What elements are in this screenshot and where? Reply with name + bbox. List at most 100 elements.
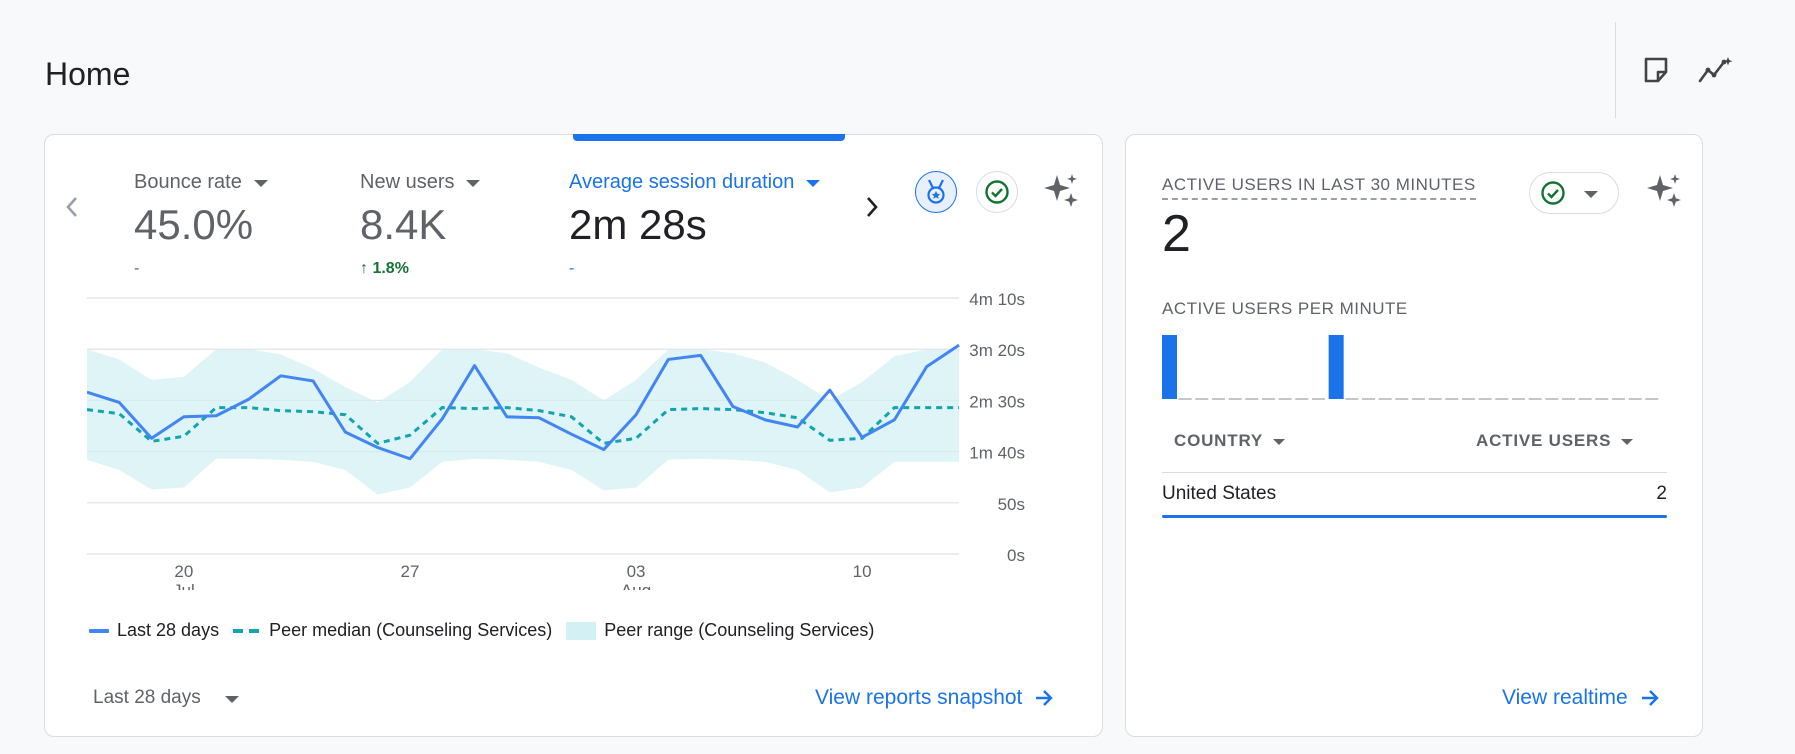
x-tick-sublabel: Aug: [621, 581, 651, 590]
minute-bar: [1328, 335, 1344, 399]
minute-bar: [1278, 398, 1292, 400]
minute-bar: [1545, 398, 1559, 400]
view-realtime-link[interactable]: View realtime: [1502, 686, 1660, 710]
data-quality-dropdown[interactable]: [1529, 172, 1619, 214]
chevron-down-icon: [1273, 439, 1286, 445]
overview-card: Bounce rate 45.0% - New users 8.4K ↑ 1.8…: [44, 134, 1103, 737]
realtime-title[interactable]: ACTIVE USERS IN LAST 30 MINUTES: [1162, 175, 1476, 200]
metric-avg-session-duration[interactable]: Average session duration 2m 28s -: [569, 171, 821, 278]
minute-bar: [1162, 335, 1177, 399]
session-duration-chart: 4m 10s 3m 20s 2m 30s 1m 40s 50s 0s 20Jul 27 03Au…: [87, 290, 1025, 590]
page-title: Home: [45, 56, 131, 92]
x-tick-sublabel: Jul: [173, 581, 195, 590]
realtime-card: ACTIVE USERS IN LAST 30 MINUTES 2 ACTIVE…: [1125, 134, 1703, 737]
sparkle-icon[interactable]: [1041, 171, 1081, 216]
active-users-column-header[interactable]: ACTIVE USERS: [1476, 431, 1634, 451]
realtime-value: 2: [1162, 205, 1191, 263]
x-tick-label: 27: [401, 562, 420, 581]
minute-bar: [1478, 398, 1492, 400]
x-tick-label: 20: [174, 562, 193, 581]
chart-legend: Last 28 days Peer median (Counseling Ser…: [89, 620, 888, 641]
y-tick-label: 3m 20s: [969, 341, 1025, 360]
minute-bar: [1462, 398, 1475, 400]
minute-bar: [1562, 398, 1575, 400]
sparkle-icon[interactable]: [1644, 171, 1684, 216]
minute-bar: [1295, 398, 1309, 400]
minute-bar: [1345, 398, 1359, 400]
legend-dashed-swatch: [233, 628, 260, 633]
x-tick-label: 03: [627, 562, 646, 581]
data-quality-button[interactable]: [976, 171, 1018, 213]
minute-bar: [1195, 398, 1209, 400]
minute-bar: [1595, 398, 1609, 400]
view-reports-snapshot-link[interactable]: View reports snapshot: [815, 686, 1054, 710]
metric-bounce-rate[interactable]: Bounce rate 45.0% -: [134, 171, 268, 278]
minute-bar: [1578, 398, 1592, 400]
y-tick-label: 2m 30s: [969, 392, 1025, 411]
legend-line-swatch: [89, 628, 109, 633]
country-cell: United States: [1162, 483, 1277, 504]
minute-bar: [1612, 398, 1625, 400]
minute-bar: [1645, 398, 1659, 400]
minute-bar: [1512, 398, 1525, 400]
minute-bar: [1212, 398, 1225, 400]
header-divider: [1615, 22, 1616, 118]
minute-bar: [1378, 398, 1392, 400]
last-28-days-line: [87, 343, 960, 461]
next-metrics-button[interactable]: [859, 191, 885, 223]
minute-bar: [1245, 398, 1259, 400]
table-row[interactable]: United States 2: [1162, 483, 1667, 505]
legend-range-swatch: [566, 621, 597, 640]
chevron-down-icon: [224, 695, 239, 703]
chevron-down-icon: [1584, 190, 1598, 198]
minute-bar: [1628, 398, 1642, 400]
metric-value: 8.4K: [360, 201, 447, 248]
minute-bar: [1428, 398, 1442, 400]
metric-new-users[interactable]: New users 8.4K ↑ 1.8%: [360, 171, 481, 278]
metric-label[interactable]: New users: [360, 171, 481, 194]
users-cell: 2: [1656, 483, 1667, 504]
arrow-right-icon: [1036, 690, 1054, 706]
y-tick-label: 50s: [998, 495, 1025, 514]
minute-bar: [1412, 398, 1425, 400]
chevron-down-icon: [253, 180, 268, 187]
arrow-right-icon: [1641, 690, 1659, 706]
y-tick-label: 4m 10s: [969, 290, 1025, 309]
minute-bar: [1495, 398, 1509, 400]
date-range-select[interactable]: Last 28 days: [93, 687, 239, 709]
check-circle-icon: [985, 180, 1009, 204]
chevron-down-icon: [806, 180, 821, 187]
y-tick-label: 0s: [1007, 546, 1025, 565]
metric-value: 45.0%: [134, 201, 254, 248]
active-tab-indicator: [573, 134, 845, 141]
minute-bar: [1228, 398, 1242, 400]
check-circle-icon: [1541, 181, 1565, 205]
peer-range-band: [87, 349, 959, 495]
per-minute-title: ACTIVE USERS PER MINUTE: [1162, 299, 1408, 318]
metric-label[interactable]: Bounce rate: [134, 171, 268, 194]
legend-item: Peer range (Counseling Services): [566, 620, 874, 641]
minute-bar: [1445, 398, 1459, 400]
minute-bar: [1178, 398, 1192, 400]
metric-change: ↑ 1.8%: [360, 260, 409, 277]
note-icon[interactable]: [1638, 52, 1674, 88]
benchmark-medal-icon: [927, 179, 945, 204]
insights-icon[interactable]: [1697, 52, 1733, 88]
minute-bar: [1395, 398, 1409, 400]
metric-change: -: [134, 260, 140, 277]
minute-bar: [1312, 398, 1325, 400]
metric-label[interactable]: Average session duration: [569, 171, 821, 194]
chevron-down-icon: [466, 180, 481, 187]
x-tick-label: 10: [853, 562, 872, 581]
minute-bar: [1262, 398, 1275, 400]
country-column-header[interactable]: COUNTRY: [1174, 431, 1286, 451]
legend-item: Last 28 days: [89, 620, 219, 641]
minute-bar: [1528, 398, 1542, 400]
metric-change: -: [569, 260, 575, 277]
per-minute-chart: [1162, 335, 1659, 400]
benchmark-medal-button[interactable]: [915, 171, 957, 213]
prev-metrics-button[interactable]: [59, 191, 85, 223]
y-tick-label: 1m 40s: [969, 444, 1025, 463]
arrow-up-icon: ↑: [360, 260, 368, 277]
legend-item: Peer median (Counseling Services): [233, 620, 552, 641]
